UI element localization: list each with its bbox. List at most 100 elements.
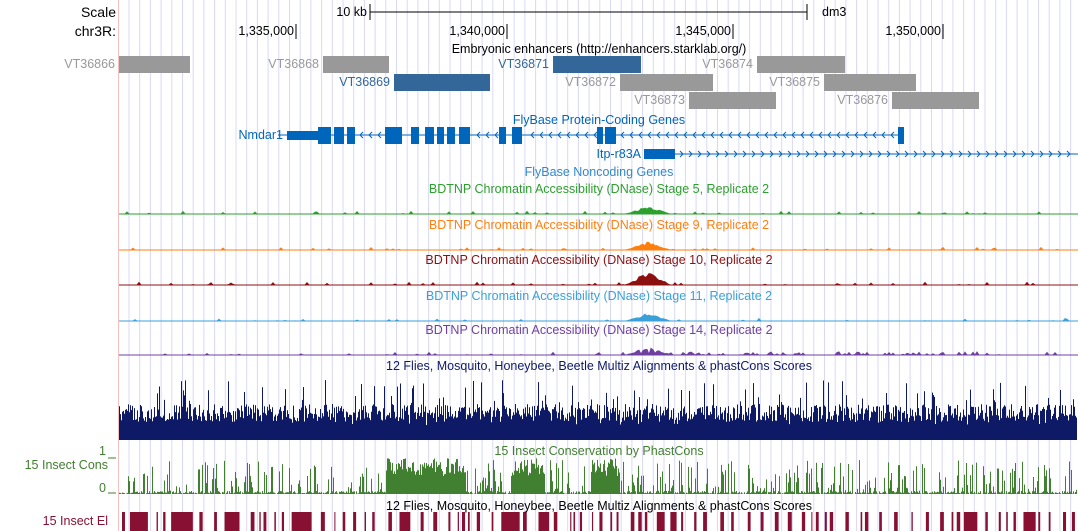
conserved-element[interactable] [448, 512, 451, 531]
conserved-element[interactable] [291, 512, 312, 531]
conserved-element[interactable] [998, 512, 1001, 531]
gene-nmdar1-exon[interactable] [597, 127, 603, 144]
gene-nmdar1-exon[interactable] [347, 127, 355, 144]
conserved-element[interactable] [420, 512, 424, 531]
conserved-element[interactable] [703, 512, 707, 531]
gene-nmdar1-exon[interactable] [411, 127, 419, 144]
conserved-element[interactable] [1048, 512, 1051, 531]
conserved-element[interactable] [925, 512, 929, 531]
enhancer-VT36868[interactable] [323, 56, 389, 73]
conserved-element[interactable] [911, 512, 913, 531]
conserved-element[interactable] [1006, 512, 1008, 531]
conserved-element[interactable] [461, 512, 466, 531]
enhancer-VT36873[interactable] [689, 92, 776, 109]
conserved-element[interactable] [879, 512, 882, 531]
multiz-track-title[interactable]: 12 Flies, Mosquito, Honeybee, Beetle Mul… [386, 359, 812, 373]
enhancer-label[interactable]: VT36866 [64, 57, 115, 71]
enhancer-VT36875[interactable] [824, 74, 916, 91]
conserved-element[interactable] [476, 512, 481, 531]
gene-nmdar1-exon[interactable] [447, 127, 455, 144]
conserved-element[interactable] [122, 512, 125, 531]
conserved-element[interactable] [342, 512, 346, 531]
enhancer-VT36874[interactable] [757, 56, 845, 73]
dnase-track-title[interactable]: BDTNP Chromatin Accessibility (DNase) St… [425, 253, 773, 267]
dnase-track-title[interactable]: BDTNP Chromatin Accessibility (DNase) St… [428, 218, 770, 232]
conserved-element[interactable] [951, 512, 954, 531]
conserved-element[interactable] [579, 512, 583, 531]
conserved-element[interactable] [656, 512, 665, 531]
conserved-element[interactable] [573, 512, 576, 531]
conserved-element[interactable] [372, 512, 375, 531]
conserved-element[interactable] [1023, 512, 1036, 531]
conserved-element[interactable] [263, 512, 267, 531]
conserved-element[interactable] [523, 512, 527, 531]
conserved-element[interactable] [644, 512, 648, 531]
gene-nmdar1-exon[interactable] [499, 127, 506, 144]
conserved-element[interactable] [388, 512, 392, 531]
conserved-element[interactable] [433, 512, 438, 531]
conserved-element[interactable] [670, 512, 677, 531]
enhancers-track-title[interactable]: Embryonic enhancers (http://enhancers.st… [451, 42, 747, 56]
gene-nmdar1-exon[interactable] [318, 127, 331, 144]
conserved-element[interactable] [538, 512, 550, 531]
conserved-element[interactable] [1063, 512, 1067, 531]
conserved-element[interactable] [845, 512, 849, 531]
gene-label-nmdar1[interactable]: Nmdar1 [238, 128, 283, 142]
conserved-element[interactable] [129, 512, 148, 531]
conserved-element[interactable] [720, 512, 724, 531]
conserved-element[interactable] [491, 512, 494, 531]
enhancer-VT36876[interactable] [892, 92, 979, 109]
conserved-element[interactable] [224, 512, 240, 531]
conserved-element[interactable] [894, 512, 898, 531]
gene-label-itp-r83a[interactable]: Itp-r83A [596, 147, 641, 161]
conserved-element[interactable] [824, 512, 827, 531]
conserved-element[interactable] [250, 512, 255, 531]
conserved-element[interactable] [214, 512, 217, 531]
conserved-element[interactable] [638, 512, 642, 531]
enhancer-label[interactable]: VT36875 [769, 75, 820, 89]
conserved-element[interactable] [956, 512, 961, 531]
enhancer-VT36871[interactable] [553, 56, 641, 73]
conserved-element[interactable] [259, 512, 261, 531]
conserved-element[interactable] [860, 512, 863, 531]
conserved-element[interactable] [616, 512, 619, 531]
enhancer-VT36866[interactable] [119, 56, 190, 73]
enhancer-label[interactable]: VT36876 [837, 93, 888, 107]
conserved-element[interactable] [747, 512, 751, 531]
conserved-element[interactable] [553, 512, 558, 531]
gene-nmdar1-exon[interactable] [425, 127, 434, 144]
gene-nmdar1-exon[interactable] [334, 127, 344, 144]
conserved-element[interactable] [171, 512, 193, 531]
enhancer-VT36869[interactable] [394, 74, 490, 91]
dnase-track-title[interactable]: BDTNP Chromatin Accessibility (DNase) St… [425, 289, 773, 303]
gene-nmdar1-exon[interactable] [605, 127, 616, 144]
conserved-element[interactable] [1071, 512, 1075, 531]
conserved-element[interactable] [1038, 512, 1041, 531]
conserved-element[interactable] [364, 512, 366, 531]
conserved-element[interactable] [963, 512, 978, 531]
conserved-element[interactable] [156, 512, 158, 531]
conserved-element[interactable] [599, 512, 603, 531]
enhancer-label[interactable]: VT36869 [339, 75, 390, 89]
conserved-element[interactable] [694, 512, 697, 531]
elements-track-title[interactable]: 12 Flies, Mosquito, Honeybee, Beetle Mul… [386, 499, 812, 513]
conserved-element[interactable] [811, 512, 813, 531]
enhancer-label[interactable]: VT36873 [634, 93, 685, 107]
phastcons-track-title[interactable]: 15 Insect Conservation by PhastCons [494, 444, 704, 458]
gene-nmdar1-utr[interactable] [287, 131, 318, 140]
conserved-element[interactable] [760, 512, 764, 531]
enhancer-label[interactable]: VT36874 [702, 57, 753, 71]
dnase-track-title[interactable]: BDTNP Chromatin Accessibility (DNase) St… [428, 182, 770, 196]
conserved-element[interactable] [501, 512, 520, 531]
conserved-element[interactable] [591, 512, 594, 531]
conserved-element[interactable] [399, 512, 411, 531]
gene-nmdar1-exon[interactable] [512, 127, 522, 144]
conserved-element[interactable] [281, 512, 285, 531]
conserved-element[interactable] [787, 512, 792, 531]
conserved-element[interactable] [681, 512, 684, 531]
gene-itp-r83a-exon[interactable] [644, 149, 675, 159]
gene-nmdar1-exon[interactable] [459, 127, 470, 144]
enhancer-label[interactable]: VT36872 [565, 75, 616, 89]
conserved-element[interactable] [610, 512, 613, 531]
